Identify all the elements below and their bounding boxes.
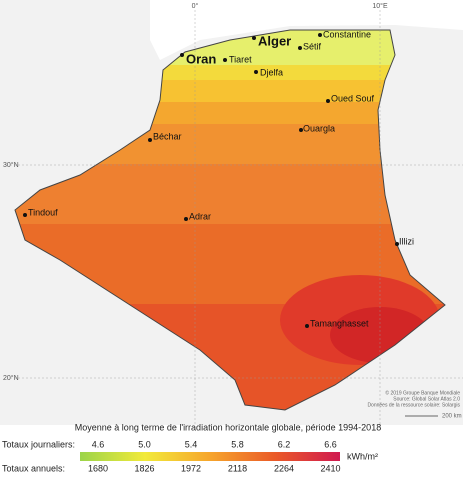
city-label: Tindouf (28, 207, 58, 217)
legend-unit: kWh/m² (347, 451, 378, 461)
city-label: Adrar (189, 211, 211, 221)
city-label: Illizi (399, 236, 414, 246)
city-label: Constantine (323, 29, 371, 39)
legend-daily-value: 4.6 (92, 439, 105, 449)
city-label: Ouargla (303, 123, 335, 133)
city-dot (326, 99, 330, 103)
legend-daily-value: 5.4 (185, 439, 198, 449)
city-dot (318, 33, 322, 37)
city-dot (148, 138, 152, 142)
lon-label: 0° (192, 2, 199, 10)
legend-annual-value: 1826 (134, 463, 154, 473)
legend-label: Totaux annuels: (2, 463, 65, 473)
credit: Données de la ressource solaire: Solargi… (367, 402, 460, 408)
border (14, 29, 446, 411)
lat-label: 20°N (3, 374, 19, 382)
legend: Moyenne à long terme de l'irradiation ho… (2, 422, 381, 473)
city-dot (184, 217, 188, 221)
lat-label: 30°N (3, 161, 19, 169)
city-dot (299, 128, 303, 132)
scale-label: 200 km (442, 414, 462, 420)
legend-annual-value: 2118 (228, 463, 247, 473)
city-dot (298, 46, 302, 50)
legend-annual-value: 2264 (274, 463, 294, 473)
city-dot (252, 36, 256, 40)
lon-label: 10°E (372, 2, 388, 10)
credit: Source: Global Solar Atlas 2.0 (393, 396, 460, 402)
city-label: Oran (186, 51, 216, 66)
city-label: Tamanghasset (310, 318, 369, 328)
city-label: Sétif (303, 41, 322, 51)
legend-daily-value: 5.8 (231, 439, 244, 449)
legend-title: Moyenne à long terme de l'irradiation ho… (75, 422, 381, 432)
city-label: Djelfa (260, 67, 283, 77)
legend-daily-value: 5.0 (138, 439, 151, 449)
legend-annual-value: 2410 (320, 463, 340, 473)
city-label: Alger (258, 33, 291, 48)
city-label: Oued Souf (331, 93, 375, 103)
legend-annual-value: 1680 (88, 463, 108, 473)
city-dot (254, 70, 258, 74)
legend-label: Totaux journaliers: (2, 439, 75, 449)
city-dot (395, 242, 399, 246)
graticule (10, 10, 463, 425)
city-label: Tiaret (229, 54, 252, 64)
legend-annual-value: 1972 (181, 463, 201, 473)
city-dot (223, 58, 227, 62)
city-dot (23, 213, 27, 217)
sea (150, 0, 463, 60)
legend-daily-value: 6.2 (278, 439, 291, 449)
city-dot (305, 324, 309, 328)
city-label: Béchar (153, 131, 182, 141)
city-dot (180, 53, 184, 57)
cities: Alger Constantine Oran Tiaret Sétif Djel… (23, 29, 414, 328)
legend-colorbar (80, 452, 340, 461)
credit: © 2019 Groupe Banque Mondiale (385, 389, 460, 396)
legend-daily-value: 6.6 (324, 439, 337, 449)
